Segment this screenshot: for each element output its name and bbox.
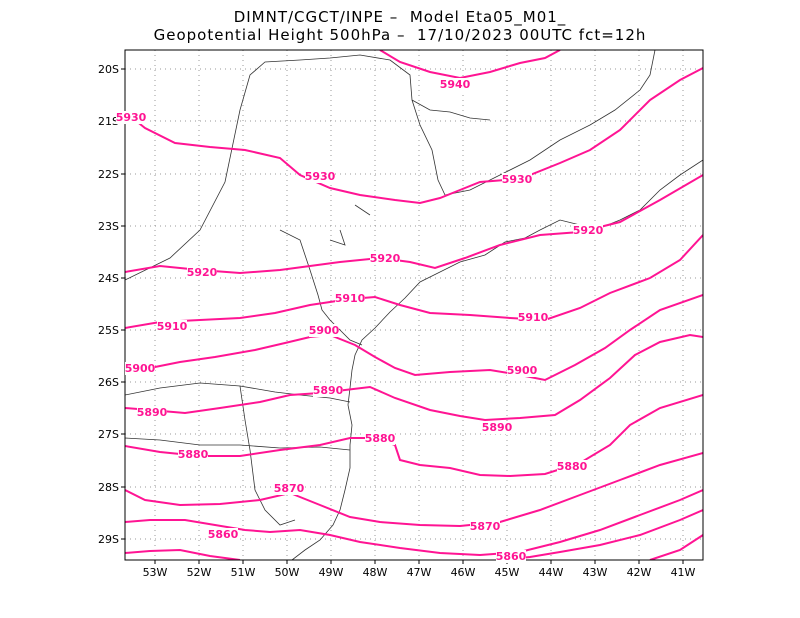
contour-5900 — [125, 294, 703, 382]
lon-label: 52W — [187, 566, 212, 579]
contour-5860-south — [125, 548, 241, 560]
contour-label: 5920 — [187, 266, 218, 279]
contour-label-bg — [502, 173, 532, 186]
lat-lon-grid — [125, 50, 703, 560]
lon-label: 41W — [671, 566, 696, 579]
contour-label: 5910 — [157, 320, 188, 333]
contour-label-bg — [335, 292, 365, 305]
contour-label: 5860 — [208, 528, 239, 541]
contour-label: 5920 — [573, 224, 604, 237]
contour-label-bg — [496, 550, 526, 563]
coastline-and-borders — [125, 50, 703, 560]
contour-label-bg — [178, 448, 208, 461]
contour-5890 — [125, 333, 703, 422]
contour-label-bg — [187, 266, 217, 279]
lat-label: 29S — [98, 533, 119, 546]
lat-label: 23S — [98, 220, 119, 233]
lon-label: 46W — [451, 566, 476, 579]
contour-label: 5900 — [125, 362, 156, 375]
contour-label: 5880 — [178, 448, 209, 461]
contour-label-bg — [557, 460, 587, 473]
contour-label: 5890 — [313, 384, 344, 397]
lat-label: 26S — [98, 376, 119, 389]
contour-5860-east — [499, 509, 703, 560]
lon-label: 47W — [407, 566, 432, 579]
latitude-labels: 20S 21S 22S 23S 24S 25S 26S 27S 28S 29S — [98, 63, 125, 546]
contour-label-bg — [309, 324, 339, 337]
contour-5930-west — [125, 67, 703, 205]
contour-label: 5920 — [370, 252, 401, 265]
contour-label: 5900 — [309, 324, 340, 337]
contour-label: 5930 — [305, 170, 336, 183]
contour-label: 5870 — [274, 482, 305, 495]
contour-label: 5940 — [440, 78, 471, 91]
contour-label-bg — [518, 311, 548, 324]
chart-title-line-1: DIMNT/CGCT/INPE – Model Eta05_M01_ — [233, 8, 567, 26]
contour-label: 5880 — [557, 460, 588, 473]
contour-label: 5900 — [507, 364, 538, 377]
lon-label: 42W — [627, 566, 652, 579]
lon-label: 43W — [583, 566, 608, 579]
contour-lines — [125, 50, 703, 560]
contour-label: 5930 — [502, 173, 533, 186]
contour-label: 5910 — [335, 292, 366, 305]
contour-label: 5910 — [518, 311, 549, 324]
contour-label: 5890 — [482, 421, 513, 434]
lon-label: 48W — [363, 566, 388, 579]
contour-label: 5890 — [137, 406, 168, 419]
contour-label: 5930 — [116, 111, 147, 124]
contour-5940 — [379, 50, 561, 80]
lat-label: 22S — [98, 168, 119, 181]
lat-label: 28S — [98, 481, 119, 494]
contour-label-bg — [208, 528, 238, 541]
contour-label-bg — [305, 170, 335, 183]
plot-frame — [124, 49, 704, 561]
lat-label: 21S — [98, 115, 119, 128]
contour-label-bg — [116, 111, 146, 124]
longitude-labels: 53W 52W 51W 50W 49W 48W 47W 46W 45W 44W 43W 42W 41W — [143, 560, 696, 579]
contour-label-bg — [470, 520, 500, 533]
contour-label-bg — [507, 364, 537, 377]
contour-label-bg — [157, 320, 187, 333]
contour-label-bg — [365, 432, 395, 445]
lon-label: 49W — [319, 566, 344, 579]
lat-label: 27S — [98, 428, 119, 441]
lon-label: 53W — [143, 566, 168, 579]
contour-5920 — [125, 174, 703, 275]
contour-label: 5860 — [496, 550, 527, 563]
contour-label-bg — [482, 421, 512, 434]
contour-5910 — [125, 234, 703, 329]
contour-5880 — [125, 394, 703, 478]
lon-label: 44W — [539, 566, 564, 579]
contour-label-bg — [137, 406, 167, 419]
lon-label: 51W — [231, 566, 256, 579]
lat-label: 20S — [98, 63, 119, 76]
contour-labels: 5940 5930 5930 5930 5920 5920 5920 5910 5910 5910… — [116, 78, 604, 563]
lon-label: 50W — [275, 566, 300, 579]
contour-5850-corner — [649, 534, 703, 560]
contour-5860-north — [125, 489, 703, 557]
contour-label-bg — [370, 252, 400, 265]
lat-label: 25S — [98, 324, 119, 337]
contour-label: 5880 — [365, 432, 396, 445]
contour-5870 — [125, 452, 703, 528]
contour-label: 5870 — [470, 520, 501, 533]
contour-label-bg — [573, 224, 603, 237]
contour-label-bg — [313, 384, 343, 397]
contour-label-bg — [274, 482, 304, 495]
chart-title-line-2: Geopotential Height 500hPa – 17/10/2023 … — [153, 26, 647, 44]
lat-label: 24S — [98, 272, 119, 285]
contour-label-bg — [125, 362, 155, 375]
contour-label-bg — [440, 78, 470, 91]
lon-label: 45W — [495, 566, 520, 579]
